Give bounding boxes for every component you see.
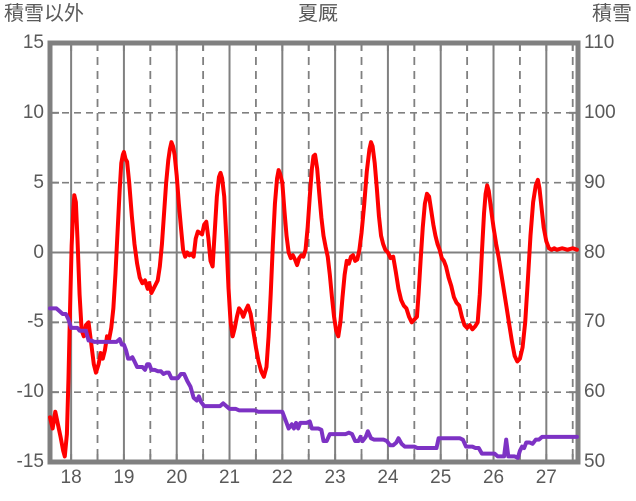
y-axis-left-tick-0: 0: [33, 241, 44, 263]
y-axis-right-tick-110: 110: [584, 32, 615, 53]
right-axis-title: 積雪: [592, 3, 632, 25]
y-axis-right-tick-80: 80: [584, 241, 606, 263]
x-axis-tick-20: 20: [166, 467, 188, 488]
plot-frame: [47, 40, 581, 465]
series-line-1: [48, 140, 579, 459]
plot-border: [47, 40, 581, 465]
y-axis-left-tick--10: -10: [16, 381, 44, 403]
chart-title: 夏厩: [298, 3, 338, 25]
y-axis-right-tick-60: 60: [584, 381, 606, 403]
x-axis-tick-19: 19: [113, 467, 135, 488]
y-axis-left-tick--5: -5: [27, 311, 44, 333]
y-axis-right-tick-50: 50: [584, 451, 606, 472]
data-series: [48, 140, 579, 460]
x-axis-tick-26: 26: [482, 467, 505, 488]
y-axis-left-tick-5: 5: [33, 171, 44, 193]
y-axis-right-tick-90: 90: [584, 171, 606, 193]
x-axis-tick-25: 25: [430, 467, 452, 488]
x-axis-tick-23: 23: [324, 467, 346, 488]
x-axis-tick-24: 24: [377, 467, 399, 488]
y-axis-right-tick-70: 70: [584, 311, 606, 333]
series-line-2: [48, 306, 579, 460]
x-axis-tick-18: 18: [60, 467, 82, 488]
y-axis-left-tick--15: -15: [16, 451, 44, 472]
left-axis-tick-labels: 15 10 5 0 -5 -10 -15: [0, 0, 44, 501]
right-axis-tick-labels: 110 100 90 80 70 60 50: [584, 0, 636, 501]
x-axis-tick-27: 27: [535, 467, 557, 488]
x-axis-tick-21: 21: [218, 467, 241, 488]
gridlines: [50, 43, 578, 462]
y-axis-left-tick-10: 10: [22, 101, 44, 123]
x-axis-tick-22: 22: [271, 467, 293, 488]
y-axis-left-tick-15: 15: [22, 32, 44, 53]
y-axis-right-tick-100: 100: [584, 101, 616, 123]
left-axis-title: 積雪以外: [4, 3, 84, 25]
